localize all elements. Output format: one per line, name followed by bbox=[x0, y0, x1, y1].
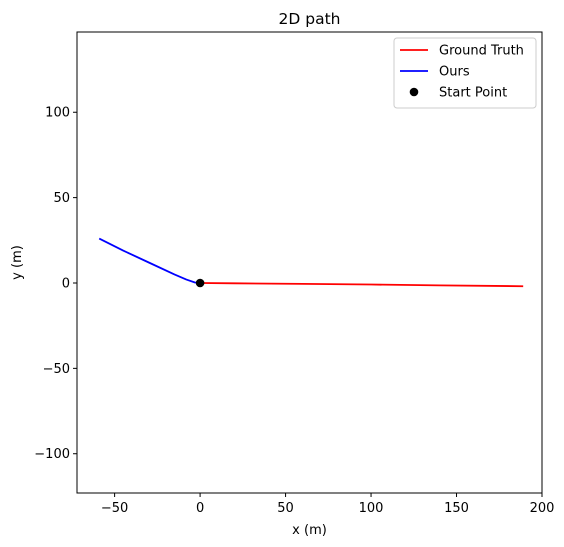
x-tick-label: 200 bbox=[530, 501, 555, 516]
x-tick-label: 50 bbox=[277, 501, 294, 516]
series-line-ground-truth bbox=[200, 282, 524, 288]
plot-area bbox=[76, 31, 543, 494]
legend-label: Ours bbox=[439, 65, 470, 80]
x-axis-title: x (m) bbox=[292, 523, 327, 538]
legend-swatch-start-point bbox=[409, 87, 419, 97]
chart-title: 2D path bbox=[279, 10, 341, 28]
legend-label: Ground Truth bbox=[439, 44, 524, 59]
y-axis-title: y (m) bbox=[10, 245, 25, 280]
y-tick-label: 100 bbox=[45, 106, 70, 121]
y-tick-label: −50 bbox=[43, 362, 70, 377]
y-axis: −100 −50 0 50 100 bbox=[34, 106, 77, 462]
legend-box bbox=[393, 37, 537, 109]
y-tick-label: −100 bbox=[34, 447, 70, 462]
legend-label: Start Point bbox=[439, 86, 507, 101]
x-tick-label: −50 bbox=[101, 501, 128, 516]
x-tick-label: 100 bbox=[359, 501, 384, 516]
series-line-ours bbox=[98, 237, 201, 284]
x-tick-label: 150 bbox=[444, 501, 469, 516]
x-tick-label: 0 bbox=[196, 501, 204, 516]
y-tick-label: 0 bbox=[62, 276, 70, 291]
start-point-marker bbox=[195, 278, 205, 288]
x-axis: −50 0 50 100 150 200 bbox=[101, 493, 555, 516]
legend: Ground Truth Ours Start Point bbox=[393, 37, 537, 109]
plot-frame bbox=[76, 31, 543, 494]
y-tick-label: 50 bbox=[53, 191, 70, 206]
